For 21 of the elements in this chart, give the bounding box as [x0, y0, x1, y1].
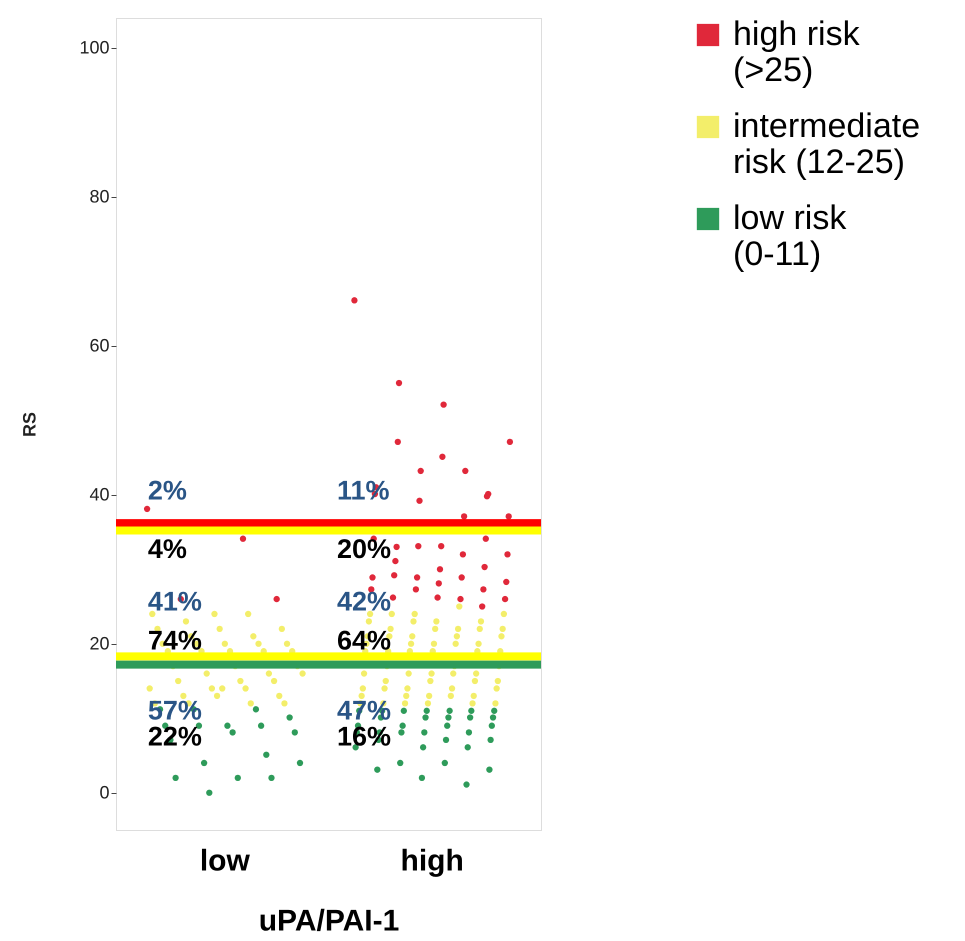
annotation: 41% — [148, 586, 202, 617]
y-tick-label: 0 — [99, 782, 110, 802]
legend-label: intermediate risk (12-25) — [733, 107, 920, 181]
annotation: 64% — [337, 626, 392, 656]
legend-label: low risk (0-11) — [733, 199, 848, 273]
y-tick-label: 20 — [89, 633, 110, 654]
annotation: 2% — [148, 475, 187, 506]
annotation: 74% — [148, 626, 202, 656]
legend-label: high risk (>25) — [733, 15, 861, 89]
y-tick-label: 40 — [89, 484, 110, 504]
annotation: 20% — [337, 534, 392, 564]
y-tick-label: 60 — [89, 335, 110, 356]
annotation: 11% — [337, 475, 390, 506]
x-tick-label: low — [200, 844, 250, 878]
annotation: 42% — [337, 586, 392, 617]
x-axis-title: uPA/PAI-1 — [258, 904, 400, 938]
y-axis-title: RS — [19, 412, 40, 438]
annotation: 4% — [148, 534, 187, 564]
x-tick-label: high — [400, 844, 464, 878]
y-tick-label: 100 — [79, 37, 110, 58]
y-tick-label: 80 — [89, 186, 110, 206]
